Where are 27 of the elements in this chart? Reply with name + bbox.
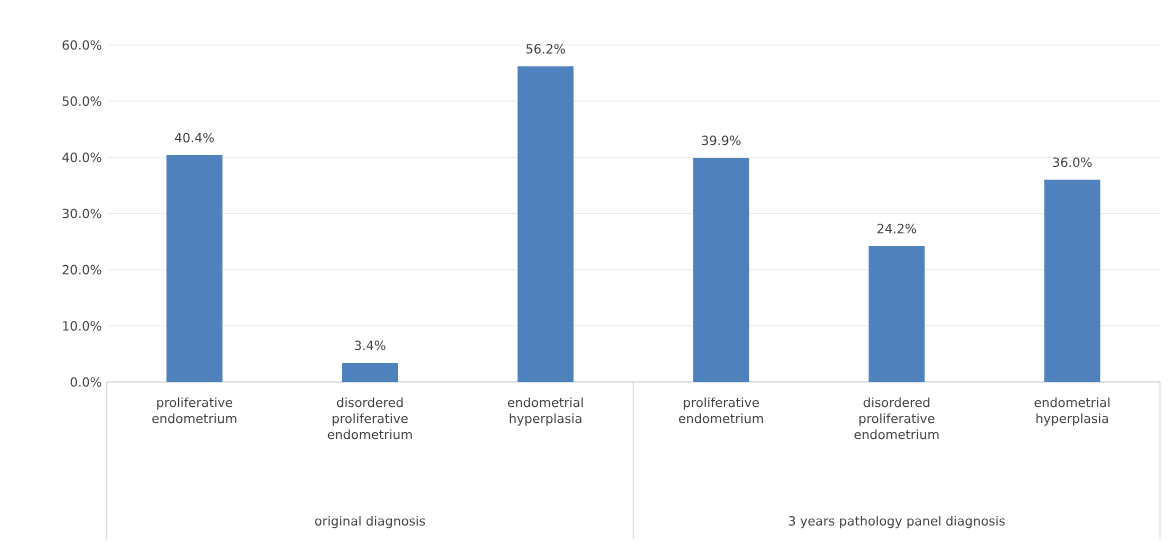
y-tick-label: 40.0% <box>62 152 102 163</box>
x-tick-label: endometrial hyperplasia <box>1034 397 1110 426</box>
data-label: 56.2% <box>526 44 565 54</box>
x-tick-label: disordered proliferative endometrium <box>327 397 412 440</box>
x-tick-label: proliferative endometrium <box>678 397 763 424</box>
x-tick-label: proliferative endometrium <box>152 397 237 424</box>
data-label: 40.4% <box>174 132 214 143</box>
y-tick-label: 0.0% <box>70 377 102 387</box>
y-tick-label: 20.0% <box>62 264 102 275</box>
text: original diagnosis <box>315 515 426 529</box>
y-tick-label: 10.0% <box>63 321 102 331</box>
data-label: 39.9% <box>701 135 741 146</box>
bar <box>693 157 750 382</box>
x-tick-label: disordered proliferative endometrium <box>854 397 939 440</box>
data-label: 3.4% <box>354 340 386 351</box>
y-tick-label: 30.0% <box>62 208 102 219</box>
bar <box>1044 179 1101 382</box>
data-label: 24.2% <box>877 223 917 234</box>
bar <box>517 66 574 382</box>
y-tick-label: 50.0% <box>62 96 102 106</box>
bar <box>342 362 399 382</box>
x-tick-label: endometrial hyperplasia <box>507 397 583 426</box>
bar <box>166 155 223 382</box>
text: 3 years pathology panel diagnosis <box>788 515 1005 529</box>
data-label: 36.0% <box>1053 157 1092 168</box>
bar <box>868 246 925 382</box>
y-tick-label: 60.0% <box>62 40 102 50</box>
